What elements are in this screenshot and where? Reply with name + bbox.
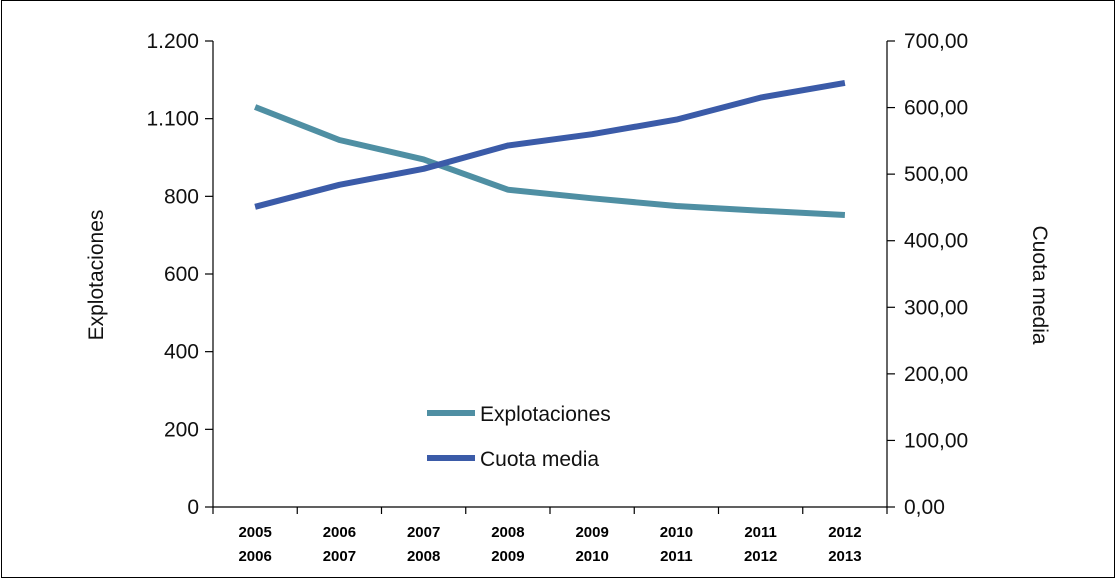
x-category-label-line2: 2006 [238,548,271,565]
x-category-label-line1: 2008 [491,524,524,541]
x-category-label-line1: 2009 [575,524,608,541]
x-category-label-line2: 2009 [491,548,524,565]
y-right-tick-label: 700,00 [904,30,968,53]
legend: Explotaciones Cuota media [427,403,611,471]
x-category-label-line1: 2012 [828,524,861,541]
x-category-label-line2: 2011 [660,548,693,565]
y-left-tick-label: 800 [164,185,199,208]
y-right-tick-label: 300,00 [904,296,968,319]
y-right-tick-label: 0,00 [904,496,945,519]
y-axis-right-title: Cuota media [1028,225,1051,344]
y-right-tick-label: 100,00 [904,429,968,452]
y-right-tick-label: 600,00 [904,97,968,120]
x-category-label-line1: 2010 [660,524,693,541]
series-layer [254,79,846,218]
y-left-tick-label: 0 [187,496,199,519]
y-right-tick-label: 400,00 [904,230,968,253]
y-left-tick-label: 600 [164,263,199,286]
series-line-explotaciones [254,104,846,218]
axes [212,41,888,508]
legend-label-cuota-media: Cuota media [480,448,599,471]
y-right-tick-label: 200,00 [904,363,968,386]
y-left-tick-label: 200 [164,418,199,441]
x-category-label-line2: 2008 [407,548,440,565]
x-category-label-line1: 2007 [407,524,440,541]
x-category-label-line1: 2011 [744,524,777,541]
x-category-label-line2: 2007 [323,548,356,565]
series-line-cuota-media [254,79,846,210]
x-category-label-line1: 2006 [323,524,356,541]
y-left-tick-label: 1.200 [146,30,199,53]
right-axis-ticks: 0,00 100,00 200,00 300,00 400,00 500,00 600,00… [887,30,968,519]
y-axis-left-title: Explotaciones [85,210,108,341]
legend-label-explotaciones: Explotaciones [480,403,611,426]
y-left-tick-label: 400 [164,341,199,364]
y-right-tick-label: 500,00 [904,163,968,186]
x-category-label-line1: 2005 [238,524,271,541]
x-category-label-line2: 2010 [575,548,608,565]
x-category-label-line2: 2013 [828,548,861,565]
x-axis-ticks: 2005 2006 2006 2007 2007 2008 2008 2009 2009 2010… [212,507,888,565]
left-axis-ticks: 0 200 400 600 800 1.100 1.200 [146,30,213,519]
x-category-label-line2: 2012 [744,548,777,565]
y-left-tick-label: 1.100 [146,108,199,131]
